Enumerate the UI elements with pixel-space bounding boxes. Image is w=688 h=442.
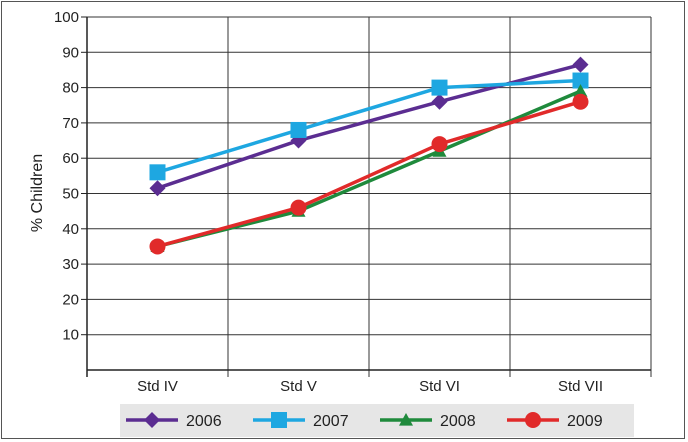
data-point-2006 bbox=[149, 180, 166, 197]
x-tick-label: Std VI bbox=[419, 378, 460, 395]
series bbox=[149, 56, 589, 255]
legend-marker bbox=[271, 412, 287, 428]
legend-label: 2009 bbox=[567, 413, 603, 430]
y-tick-label: 50 bbox=[62, 186, 79, 203]
legend-marker bbox=[144, 412, 160, 428]
data-point-2006 bbox=[431, 93, 448, 110]
x-tick-label: Std V bbox=[280, 378, 317, 395]
data-point-2009 bbox=[572, 93, 589, 110]
legend-marker bbox=[399, 413, 413, 426]
y-tick-label: 80 bbox=[62, 80, 79, 97]
legend-label: 2008 bbox=[440, 413, 476, 430]
data-point-2007 bbox=[149, 164, 166, 181]
data-point-2009 bbox=[431, 136, 448, 153]
y-tick-label: 90 bbox=[62, 44, 79, 61]
y-tick-label: 70 bbox=[62, 115, 79, 132]
legend-label: 2007 bbox=[313, 413, 349, 430]
y-tick-labels: 10 20 30 40 50 60 70 80 90 100 bbox=[54, 9, 79, 344]
data-point-2009 bbox=[290, 199, 307, 216]
y-tick-label: 40 bbox=[62, 221, 79, 238]
data-point-2007 bbox=[572, 72, 589, 89]
legend-marker bbox=[525, 412, 541, 428]
series-line-2009 bbox=[157, 100, 582, 249]
x-tick-labels: Std IV Std V Std VI Std VII bbox=[137, 378, 603, 395]
axes bbox=[81, 16, 651, 377]
legend: 2006 2007 2008 2009 bbox=[126, 412, 603, 430]
y-tick-label: 100 bbox=[54, 9, 79, 26]
data-point-2008 bbox=[573, 84, 588, 97]
legend-label: 2006 bbox=[186, 413, 222, 430]
data-point-2006 bbox=[572, 56, 589, 73]
y-tick-label: 30 bbox=[62, 256, 79, 273]
series-line-2007 bbox=[156, 78, 581, 174]
y-tick-label: 10 bbox=[62, 327, 79, 344]
data-point-2007 bbox=[431, 79, 448, 96]
x-tick-label: Std VII bbox=[558, 378, 603, 395]
y-tick-label: 60 bbox=[62, 150, 79, 167]
y-tick-label: 20 bbox=[62, 291, 79, 308]
grid bbox=[87, 16, 652, 377]
data-point-2007 bbox=[290, 121, 307, 138]
data-point-2009 bbox=[149, 238, 166, 255]
x-tick-label: Std IV bbox=[137, 378, 178, 395]
y-axis-title: % Children bbox=[29, 154, 46, 232]
